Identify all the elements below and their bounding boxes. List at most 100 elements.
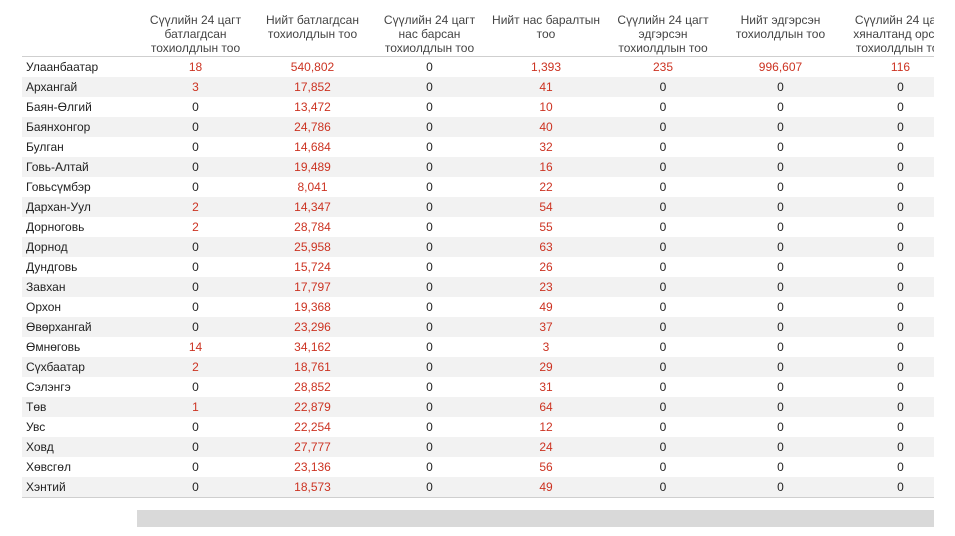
recovered-24h-cell: 0 [604,156,722,177]
deaths-24h-cell: 0 [426,59,433,74]
recovered-total-cell: 0 [722,476,839,497]
column-header-deaths-24h[interactable]: Сүүлийн 24 цагт нас барсан тохиолдлын то… [383,13,476,55]
recovered-total-cell: 0 [777,419,784,434]
recovered-24h-cell: 0 [659,99,667,114]
recovered-24h-cell: 0 [659,219,667,234]
confirmed-24h-cell: 0 [192,259,199,274]
confirmed-24h-cell: 0 [192,459,199,474]
region-name-cell: Дорнод [22,236,137,257]
deaths-total-cell: 29 [488,356,604,377]
recovered-24h-cell: 0 [659,419,667,434]
confirmed-24h-cell: 0 [192,419,199,434]
monitored-24h-cell: 0 [839,476,934,497]
table-row[interactable]: Архангай 3 17,852 0 41 0 0 0 [22,76,934,97]
deaths-24h-cell: 0 [426,339,433,354]
confirmed-total-cell: 24,786 [254,116,371,137]
confirmed-24h-cell: 18 [188,59,203,74]
table-row[interactable]: Ховд 0 27,777 0 24 0 0 0 [22,436,934,457]
monitored-24h-cell: 0 [839,316,934,337]
column-header-monitored-24h[interactable]: Сүүлийн 24 цагт хяналтанд орсон тохиолдл… [853,13,934,55]
confirmed-total-cell: 15,724 [294,259,331,274]
recovered-total-cell: 0 [722,396,839,417]
deaths-total-cell: 49 [488,476,604,497]
recovered-24h-cell: 0 [604,116,722,137]
recovered-24h-cell: 0 [659,139,667,154]
deaths-24h-cell: 0 [371,436,488,457]
deaths-24h-cell: 0 [426,99,433,114]
confirmed-total-cell: 28,852 [294,379,331,394]
table-row[interactable]: Дорноговь 2 28,784 0 55 0 0 0 [22,217,934,237]
column-header-confirmed-total[interactable]: Нийт батлагдсан тохиолдлын тоо [266,13,359,41]
deaths-24h-cell: 0 [371,236,488,257]
region-name-cell: Өвөрхангай [22,316,137,337]
table-row[interactable]: Төв 1 22,879 0 64 0 0 0 [22,396,934,417]
recovered-24h-cell: 0 [604,436,722,457]
table-row[interactable]: Булган 0 14,684 0 32 0 0 0 [22,137,934,157]
table-row[interactable]: Хөвсгөл 0 23,136 0 56 0 0 0 [22,457,934,477]
confirmed-24h-cell: 0 [192,139,199,154]
confirmed-24h-cell: 2 [137,356,254,377]
monitored-24h-cell: 0 [839,436,934,457]
region-name-cell: Дорноговь [26,219,85,234]
table-row[interactable]: Дархан-Уул 2 14,347 0 54 0 0 0 [22,196,934,217]
recovered-24h-cell: 0 [604,76,722,97]
confirmed-total-cell: 28,784 [294,219,331,234]
deaths-24h-cell: 0 [371,396,488,417]
region-name-cell: Архангай [22,76,137,97]
table-row[interactable]: Баянхонгор 0 24,786 0 40 0 0 0 [22,116,934,137]
monitored-24h-cell: 0 [897,459,904,474]
confirmed-total-cell: 25,958 [254,236,371,257]
table-row[interactable]: Өмнөговь 14 34,162 0 3 0 0 0 [22,337,934,357]
column-header-confirmed-24h[interactable]: Сүүлийн 24 цагт батлагдсан тохиолдлын то… [149,13,242,55]
monitored-24h-cell: 0 [839,196,934,217]
confirmed-total-cell: 19,489 [254,156,371,177]
table-row[interactable]: Сүхбаатар 2 18,761 0 29 0 0 0 [22,356,934,377]
deaths-total-cell: 41 [488,76,604,97]
recovered-total-cell: 0 [777,299,784,314]
data-table-container: Сүүлийн 24 цагт батлагдсан тохиолдлын то… [22,0,934,510]
deaths-total-cell: 23 [488,276,604,297]
deaths-total-cell: 16 [488,156,604,177]
table-row[interactable]: Увс 0 22,254 0 12 0 0 0 [22,417,934,437]
recovered-24h-cell: 0 [659,459,667,474]
recovered-total-cell: 0 [777,379,784,394]
horizontal-scrollbar[interactable] [137,510,934,527]
table-row[interactable]: Орхон 0 19,368 0 49 0 0 0 [22,297,934,317]
recovered-24h-cell: 0 [604,316,722,337]
confirmed-total-cell: 14,684 [294,139,331,154]
region-name-cell: Говьсүмбэр [26,179,91,194]
region-name-cell: Баян-Өлгий [26,99,92,114]
table-row[interactable]: Хэнтий 0 18,573 0 49 0 0 0 [22,476,934,497]
column-header-deaths-total[interactable]: Нийт нас баралтын тоо [492,13,600,41]
confirmed-total-cell: 13,472 [294,99,331,114]
table-row[interactable]: Баян-Өлгий 0 13,472 0 10 0 0 0 [22,97,934,117]
monitored-24h-cell: 0 [897,299,904,314]
table-row[interactable]: Завхан 0 17,797 0 23 0 0 0 [22,276,934,297]
deaths-total-cell: 64 [488,396,604,417]
confirmed-total-cell: 22,254 [294,419,331,434]
deaths-total-cell: 31 [539,379,553,394]
monitored-24h-cell: 116 [890,59,911,74]
table-row[interactable]: Дундговь 0 15,724 0 26 0 0 0 [22,257,934,277]
recovered-total-cell: 0 [722,116,839,137]
confirmed-24h-cell: 1 [137,396,254,417]
table-row[interactable]: Сэлэнгэ 0 28,852 0 31 0 0 0 [22,377,934,397]
column-header-recovered-24h[interactable]: Сүүлийн 24 цагт эдгэрсэн тохиолдлын тоо [617,13,709,55]
recovered-total-cell: 0 [722,236,839,257]
table-row[interactable]: Өвөрхангай 0 23,296 0 37 0 0 0 [22,316,934,337]
table-row[interactable]: Улаанбаатар 18 540,802 0 1,393 235 996,607 116 [22,56,934,77]
table-row[interactable]: Говьсүмбэр 0 8,041 0 22 0 0 0 [22,177,934,197]
column-header-region[interactable] [22,0,137,56]
confirmed-24h-cell: 0 [137,116,254,137]
deaths-total-cell: 56 [539,459,553,474]
deaths-total-cell: 3 [542,339,550,354]
confirmed-total-cell: 34,162 [294,339,331,354]
table-row[interactable]: Дорнод 0 25,958 0 63 0 0 0 [22,236,934,257]
column-header-recovered-total[interactable]: Нийт эдгэрсэн тохиолдлын тоо [735,13,826,41]
table-row[interactable]: Говь-Алтай 0 19,489 0 16 0 0 0 [22,156,934,177]
monitored-24h-cell: 0 [897,99,904,114]
region-name-cell: Орхон [26,299,62,314]
confirmed-24h-cell: 0 [137,476,254,497]
deaths-24h-cell: 0 [371,76,488,97]
recovered-24h-cell: 0 [604,196,722,217]
